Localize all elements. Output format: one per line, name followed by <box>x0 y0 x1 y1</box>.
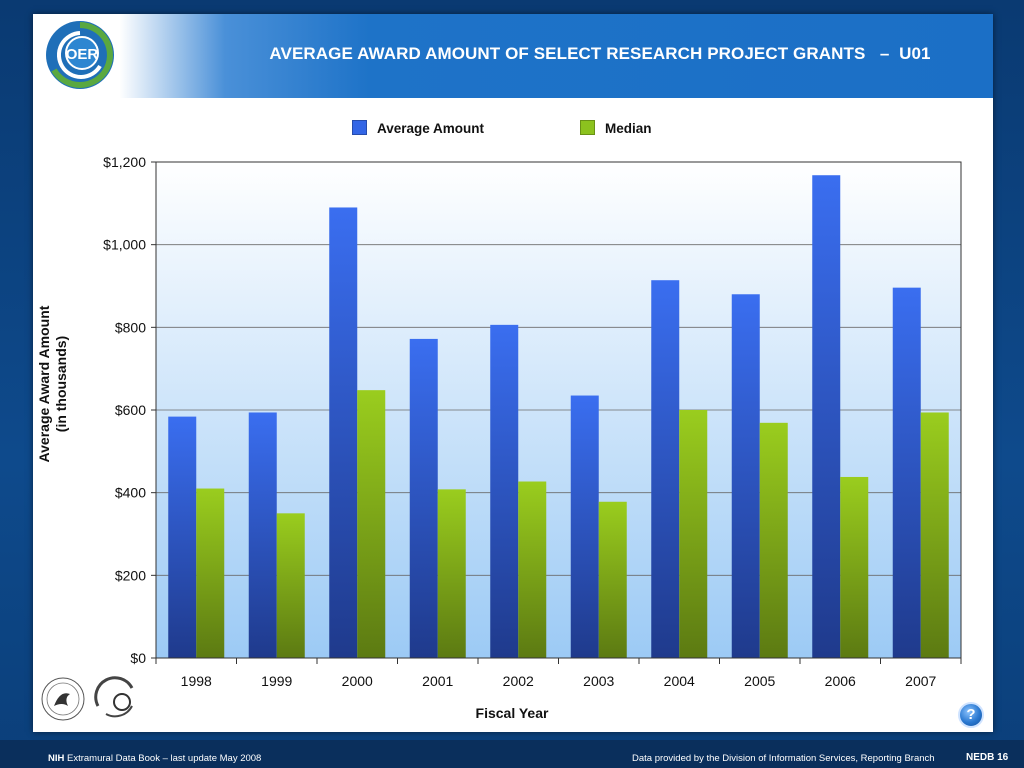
bar-median <box>759 422 788 658</box>
y-tick-label: $1,000 <box>103 237 146 253</box>
footer-source: NIH Extramural Data Book – last update M… <box>48 753 261 764</box>
bar-median <box>518 481 547 658</box>
nih-seal-icon <box>94 676 138 722</box>
y-tick-label: $200 <box>115 567 146 583</box>
legend-swatch-median <box>580 120 595 135</box>
x-tick-label: 2005 <box>744 673 775 689</box>
bar-median <box>276 513 305 658</box>
footer-bar <box>0 740 1024 768</box>
bar-average <box>731 294 760 658</box>
footer-nih: NIH <box>48 753 65 764</box>
bar-median <box>840 476 869 658</box>
bar-average <box>490 324 519 658</box>
bar-average <box>812 175 841 658</box>
x-tick-label: 2007 <box>905 673 936 689</box>
y-tick-label: $1,200 <box>103 154 146 170</box>
y-tick-label: $800 <box>115 319 146 335</box>
bar-median <box>357 390 386 658</box>
legend-item-median: Median <box>580 120 652 136</box>
legend-swatch-average <box>352 120 367 135</box>
bar-average <box>409 338 438 658</box>
x-tick-label: 2003 <box>583 673 614 689</box>
oer-logo-text: OER <box>66 46 99 63</box>
y-axis-label-line2: (in thousands) <box>53 335 69 433</box>
bar-average <box>248 412 277 658</box>
bar-median <box>196 488 225 658</box>
x-tick-label: 1998 <box>181 673 212 689</box>
x-tick-label: 2001 <box>422 673 453 689</box>
x-tick-label: 1999 <box>261 673 292 689</box>
x-tick-label: 2004 <box>664 673 695 689</box>
y-tick-label: $0 <box>130 650 146 666</box>
bar-average <box>570 395 599 658</box>
bar-average <box>892 287 921 658</box>
legend-label-average: Average Amount <box>377 121 485 136</box>
x-tick-label: 2000 <box>342 673 373 689</box>
x-tick-label: 2006 <box>825 673 856 689</box>
y-tick-label: $400 <box>115 485 146 501</box>
y-tick-label: $600 <box>115 402 146 418</box>
x-axis-label: Fiscal Year <box>475 705 549 721</box>
page-number: NEDB 16 <box>966 752 1009 763</box>
legend-item-average: Average Amount <box>352 120 484 136</box>
bar-median <box>679 410 708 658</box>
bar-median <box>920 412 949 658</box>
header-bar <box>33 14 993 98</box>
page-title: AVERAGE AWARD AMOUNT OF SELECT RESEARCH … <box>269 44 931 63</box>
bar-average <box>168 416 197 658</box>
bar-median <box>598 501 627 658</box>
y-axis-label-line1: Average Award Amount <box>36 305 52 463</box>
hhs-seal-icon <box>41 677 85 721</box>
help-button[interactable]: ? <box>958 702 984 728</box>
bar-average <box>329 207 358 658</box>
y-axis-label: Average Award Amount (in thousands) <box>36 284 76 484</box>
x-tick-label: 2002 <box>503 673 534 689</box>
legend-label-median: Median <box>605 121 652 136</box>
bar-average <box>651 280 680 658</box>
oer-logo: OER <box>46 21 114 89</box>
bar-median <box>437 489 466 658</box>
footer-provider: Data provided by the Division of Informa… <box>632 753 935 764</box>
footer-databook-text: Extramural Data Book – last update May 2… <box>64 753 262 764</box>
